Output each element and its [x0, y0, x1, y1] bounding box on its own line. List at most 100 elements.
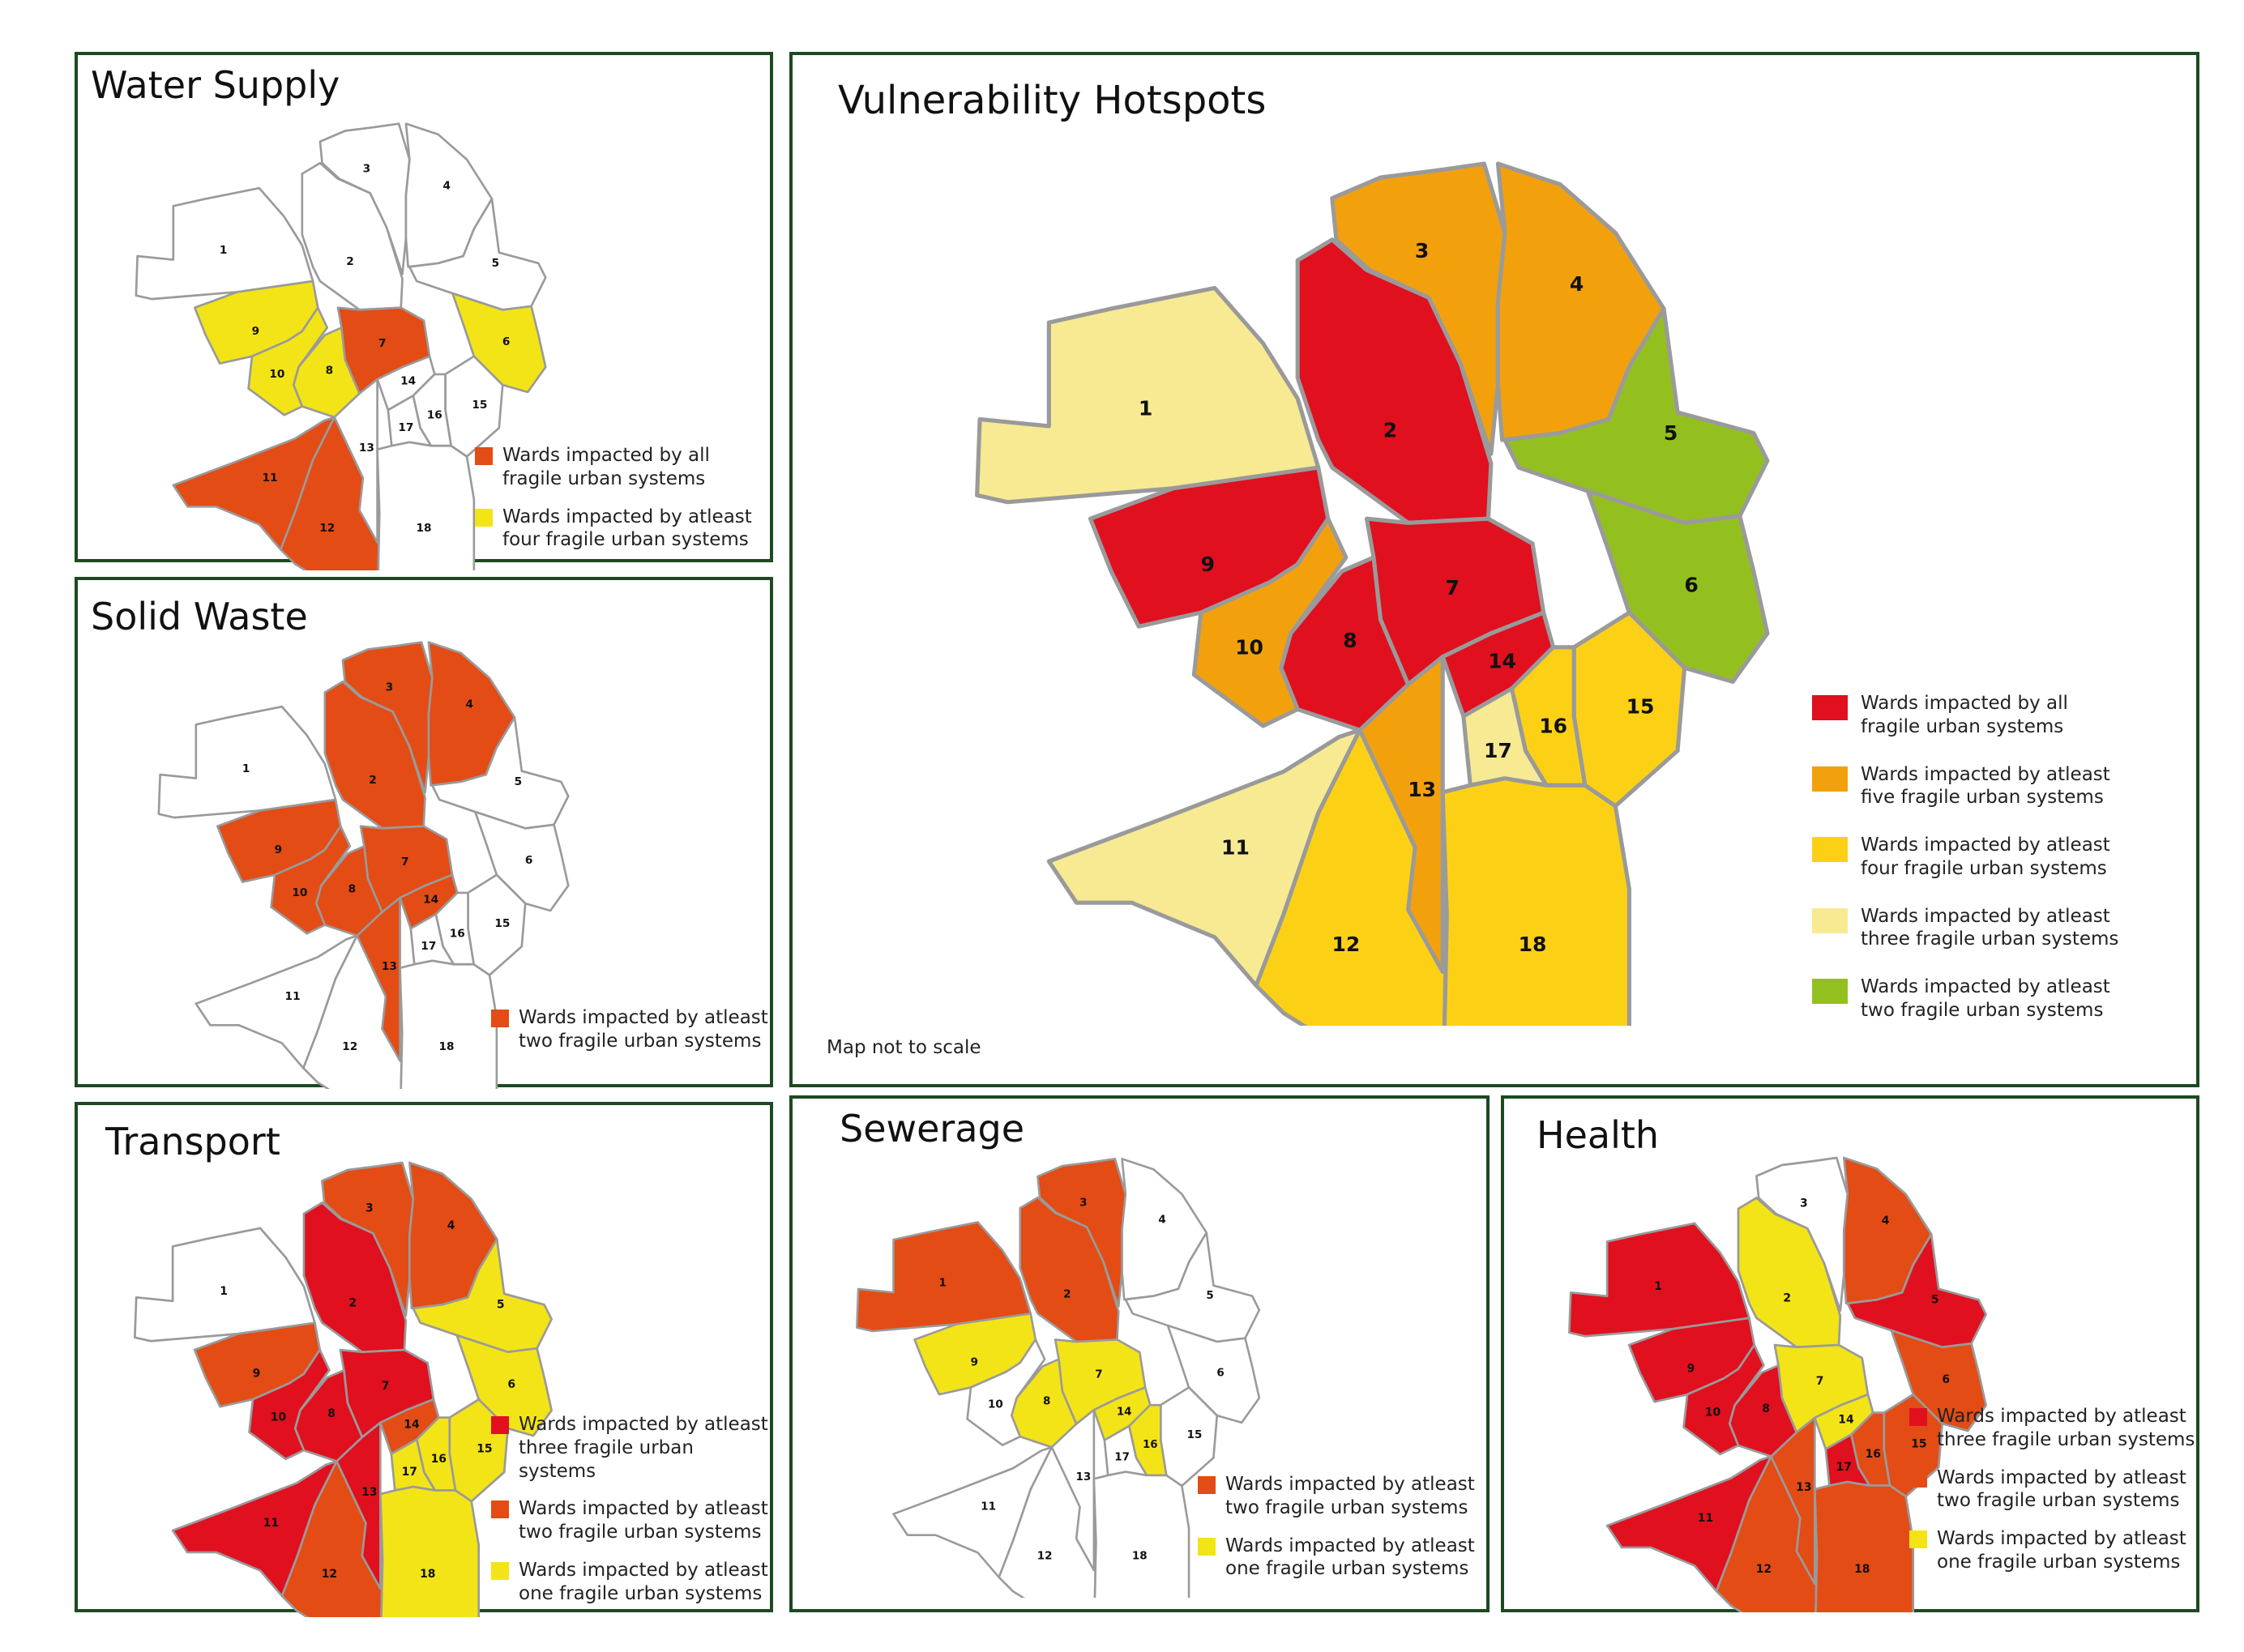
ward-18-area	[1440, 776, 1631, 1026]
ward-10-area	[1191, 516, 1349, 728]
ward-15-label: 15	[1187, 1429, 1203, 1441]
ward-2-label: 2	[348, 1297, 357, 1310]
legend-swatch	[491, 1561, 509, 1580]
ward-11-label: 11	[263, 1517, 279, 1530]
ward-6-area	[1585, 489, 1770, 684]
solid-waste-panel: Solid Waste 1 2 3 4 5 6 7 8 9 10 11 12 13 14 15 16 17 18 …	[75, 577, 773, 1089]
ward-13-label: 13	[1796, 1481, 1811, 1494]
legend-item: Wards impacted by atleast four fragile u…	[1812, 834, 2118, 881]
ward-7-label: 7	[382, 1380, 390, 1393]
legend-label: Wards impacted by atleast four fragile u…	[1861, 835, 2110, 879]
ward-9-label: 9	[253, 1368, 261, 1381]
health-legend: Wards impacted by atleast three fragile …	[1909, 1405, 2195, 1589]
ward-17-label: 17	[402, 1466, 417, 1479]
ward-13-label: 13	[1075, 1471, 1091, 1483]
ward-13-label: 13	[382, 960, 397, 973]
ward-14-label: 14	[423, 894, 438, 907]
solid-waste-title: Solid Waste	[91, 595, 308, 638]
ward-10-label: 10	[271, 1411, 287, 1424]
ward-14-label: 14	[1838, 1414, 1854, 1427]
ward-15-label: 15	[477, 1442, 492, 1455]
ward-6-area	[455, 1334, 553, 1437]
ward-18-label: 18	[420, 1568, 435, 1581]
ward-8-label: 8	[1043, 1395, 1050, 1407]
ward-9-label: 9	[275, 843, 283, 856]
ward-6-label: 6	[502, 335, 511, 348]
ward-4-label: 4	[447, 1219, 455, 1232]
legend-item: Wards impacted by atleast three fragile …	[1909, 1405, 2195, 1452]
ward-6-label: 6	[1942, 1373, 1950, 1386]
ward-16-label: 16	[450, 927, 465, 940]
ward-13-area	[333, 378, 378, 544]
ward-1-label: 1	[220, 244, 228, 257]
sewerage-title: Sewerage	[840, 1107, 1025, 1150]
ward-14-label: 14	[400, 375, 416, 388]
health-title: Health	[1537, 1113, 1660, 1157]
legend-swatch	[1812, 979, 1848, 1004]
water-supply-legend: Wards impacted by all fragile urban syst…	[475, 444, 752, 566]
legend-label: Wards impacted by atleast two fragile ur…	[519, 1007, 768, 1052]
ward-6-label: 6	[525, 854, 533, 867]
legend-label: Wards impacted by all fragile urban syst…	[502, 445, 710, 489]
legend-item: Wards impacted by atleast one fragile ur…	[1909, 1527, 2195, 1574]
ward-18-label: 18	[417, 522, 432, 535]
ward-5-label: 5	[1664, 421, 1678, 445]
ward-18-area	[376, 441, 476, 570]
ward-18-label: 18	[1519, 933, 1547, 956]
ward-10-label: 10	[269, 368, 284, 381]
ward-10-label: 10	[1705, 1407, 1721, 1419]
ward-6-area	[1890, 1329, 1987, 1432]
health-panel: Health 1 2 3 4 5 6 7 8 9 10 11 12 13 14 15 16 17 18 Wards…	[1501, 1095, 2199, 1612]
legend-label: Wards impacted by atleast two fragile ur…	[1225, 1474, 1475, 1518]
ward-3-label: 3	[1079, 1197, 1087, 1210]
ward-4-label: 4	[443, 180, 451, 193]
ward-1-area	[975, 285, 1321, 505]
ward-5-label: 5	[515, 775, 523, 788]
ward-6-label: 6	[1216, 1368, 1224, 1380]
ward-9-label: 9	[252, 325, 260, 338]
legend-swatch	[475, 447, 493, 465]
ward-2-label: 2	[1063, 1288, 1071, 1300]
ward-10-area	[1682, 1343, 1765, 1456]
ward-11-label: 11	[1221, 836, 1250, 860]
legend-item: Wards impacted by atleast four fragile u…	[475, 506, 752, 553]
ward-9-label: 9	[971, 1357, 978, 1369]
ward-18-label: 18	[1854, 1563, 1870, 1576]
legend-item: Wards impacted by atleast two fragile ur…	[1198, 1473, 1475, 1520]
ward-10-area	[247, 306, 329, 416]
ward-2-label: 2	[346, 255, 354, 268]
ward-10-label: 10	[988, 1399, 1003, 1411]
ward-11-label: 11	[263, 472, 278, 485]
ward-10-area	[966, 1338, 1046, 1446]
ward-14-label: 14	[1488, 649, 1516, 672]
legend-label: Wards impacted by atleast one fragile ur…	[1937, 1528, 2186, 1573]
ward-7-label: 7	[401, 856, 409, 869]
legend-label: Wards impacted by atleast five fragile u…	[1861, 763, 2110, 809]
solid-waste-legend: Wards impacted by atleast two fragile ur…	[491, 1006, 768, 1068]
legend-label: Wards impacted by atleast one fragile ur…	[519, 1559, 768, 1604]
ward-12-label: 12	[1331, 933, 1360, 956]
legend-swatch	[1198, 1537, 1216, 1556]
ward-7-label: 7	[1816, 1375, 1824, 1388]
legend-item: Wards impacted by atleast one fragile ur…	[491, 1559, 770, 1606]
ward-15-label: 15	[494, 917, 510, 930]
vulnerability-hotspots-panel: Vulnerability Hotspots 1 2 3 4 5 6 7 8 9 10 11 12 13…	[789, 52, 2199, 1087]
legend-item: Wards impacted by atleast two fragile ur…	[491, 1006, 768, 1053]
ward-6-area	[451, 292, 547, 394]
ward-4-label: 4	[1158, 1214, 1165, 1226]
legend-item: Wards impacted by atleast two fragile ur…	[1909, 1466, 2195, 1513]
water-supply-title: Water Supply	[91, 63, 340, 107]
ward-18-label: 18	[439, 1040, 455, 1053]
ward-5-label: 5	[497, 1298, 505, 1311]
legend-swatch	[491, 1416, 509, 1434]
ward-14-label: 14	[404, 1419, 420, 1432]
sewerage-panel: Sewerage 1 2 3 4 5 6 7 8 9 10 11 12 13 14 15 16 17 18 War…	[789, 1095, 1490, 1612]
ward-18-area	[379, 1485, 481, 1617]
legend-swatch	[475, 508, 493, 527]
ward-11-label: 11	[981, 1501, 996, 1513]
legend-item: Wards impacted by atleast one fragile ur…	[1198, 1535, 1475, 1582]
